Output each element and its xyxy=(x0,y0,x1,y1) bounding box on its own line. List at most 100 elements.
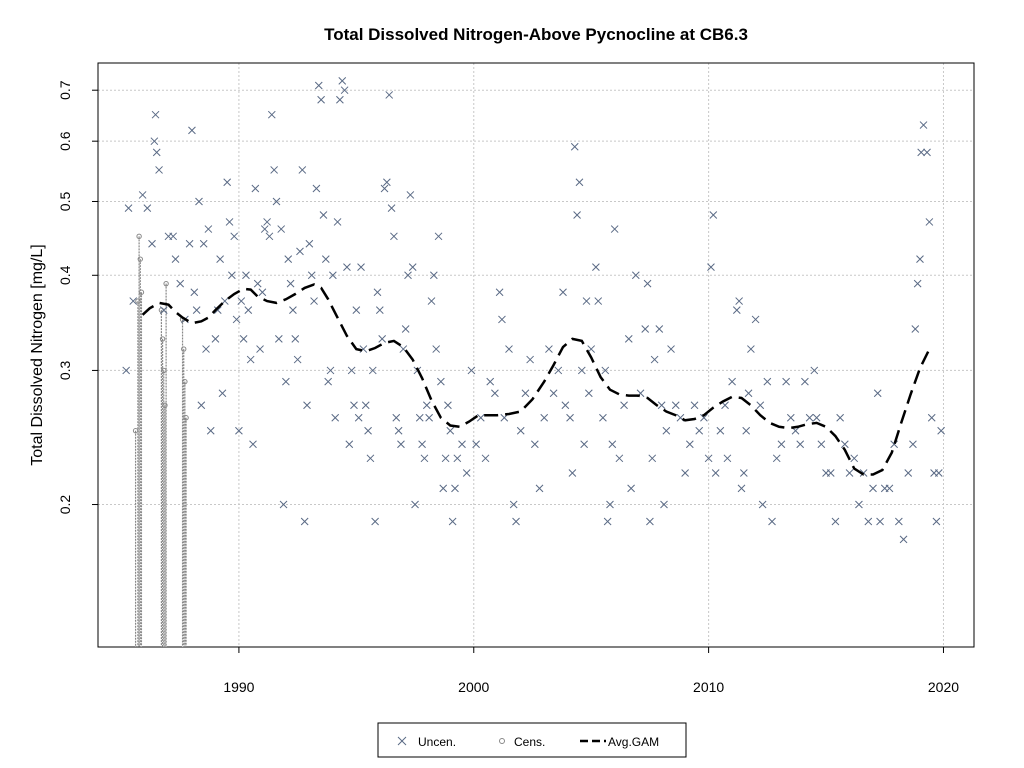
data-point xyxy=(216,255,224,263)
data-point xyxy=(232,315,241,324)
data-point xyxy=(758,500,767,509)
data-point xyxy=(169,232,178,241)
data-point xyxy=(420,454,429,463)
data-point xyxy=(392,413,401,422)
data-point xyxy=(641,325,650,333)
chart-title: Total Dissolved Nitrogen-Above Pycnoclin… xyxy=(324,25,748,44)
data-point xyxy=(249,440,257,449)
legend-gam-label: Avg.GAM xyxy=(608,735,659,749)
censored-point xyxy=(159,336,166,342)
data-point xyxy=(737,484,746,493)
data-point xyxy=(786,413,795,422)
y-tick-label: 0.6 xyxy=(57,131,73,151)
data-point xyxy=(383,178,391,187)
data-point xyxy=(171,255,180,263)
data-point xyxy=(728,377,736,386)
data-point xyxy=(401,325,410,333)
data-point xyxy=(899,535,908,544)
data-point xyxy=(451,484,459,493)
data-point xyxy=(594,297,603,305)
data-point xyxy=(805,413,814,422)
data-point xyxy=(138,191,147,199)
data-point xyxy=(472,440,480,449)
data-point xyxy=(286,279,295,288)
data-point xyxy=(509,500,518,509)
data-point xyxy=(909,440,917,449)
data-point xyxy=(559,288,567,297)
data-point xyxy=(756,401,765,410)
data-point xyxy=(361,401,370,410)
data-point xyxy=(368,366,377,375)
data-point xyxy=(742,426,751,435)
data-point xyxy=(387,204,396,213)
y-tick-label: 0.4 xyxy=(57,265,73,285)
data-point xyxy=(350,401,358,410)
data-point xyxy=(336,95,344,104)
data-point xyxy=(432,345,441,353)
data-point xyxy=(279,500,288,509)
data-point xyxy=(937,426,945,435)
y-tick-label: 0.5 xyxy=(57,192,73,212)
data-point xyxy=(251,184,260,193)
data-point xyxy=(427,297,436,305)
data-point xyxy=(300,517,309,526)
data-point xyxy=(378,335,387,343)
legend: Uncen. Cens. Avg.GAM xyxy=(377,722,687,758)
data-point xyxy=(570,142,579,151)
data-point xyxy=(545,345,553,353)
data-point xyxy=(723,454,732,463)
data-point xyxy=(446,426,455,435)
data-point xyxy=(662,426,671,435)
data-point xyxy=(218,389,227,398)
data-point xyxy=(650,355,659,364)
data-point xyxy=(876,517,884,526)
data-point xyxy=(225,218,234,226)
data-point xyxy=(394,426,403,435)
data-point xyxy=(204,225,213,233)
data-point xyxy=(246,355,255,364)
data-point xyxy=(681,469,689,477)
y-tick-label: 0.7 xyxy=(57,80,73,100)
censored-point xyxy=(162,402,168,408)
data-point xyxy=(188,126,196,135)
y-tick-label: 0.2 xyxy=(57,495,73,515)
data-point xyxy=(904,469,913,477)
data-point xyxy=(526,355,534,364)
data-point xyxy=(425,413,433,422)
data-point xyxy=(235,426,243,435)
data-point xyxy=(655,325,664,333)
data-point xyxy=(277,225,286,233)
data-point xyxy=(646,517,654,526)
data-point xyxy=(685,440,694,449)
data-point xyxy=(919,121,928,129)
data-point xyxy=(357,263,365,271)
data-point xyxy=(375,306,384,314)
data-point xyxy=(242,271,250,280)
data-point xyxy=(869,484,877,493)
data-point xyxy=(521,389,530,398)
data-point xyxy=(284,255,293,263)
legend-uncen-marker xyxy=(397,736,407,746)
data-point xyxy=(192,306,201,314)
censored-point xyxy=(136,233,142,240)
data-point xyxy=(568,469,577,477)
data-point xyxy=(894,517,903,526)
legend-cens-label: Cens. xyxy=(514,735,545,749)
data-point xyxy=(763,377,772,386)
data-point xyxy=(467,366,476,375)
data-point xyxy=(768,517,776,526)
data-point xyxy=(925,218,934,226)
data-point xyxy=(296,247,304,256)
data-point xyxy=(577,366,586,375)
data-point xyxy=(321,255,330,263)
data-point xyxy=(314,81,323,90)
data-point xyxy=(573,211,581,219)
data-point xyxy=(747,345,755,353)
censored-point xyxy=(138,289,145,295)
data-point xyxy=(293,355,302,364)
censored-series xyxy=(132,233,189,647)
data-point xyxy=(152,148,161,157)
censored-point xyxy=(182,378,188,385)
legend-uncen-label: Uncen. xyxy=(418,735,456,749)
data-point xyxy=(831,517,840,526)
